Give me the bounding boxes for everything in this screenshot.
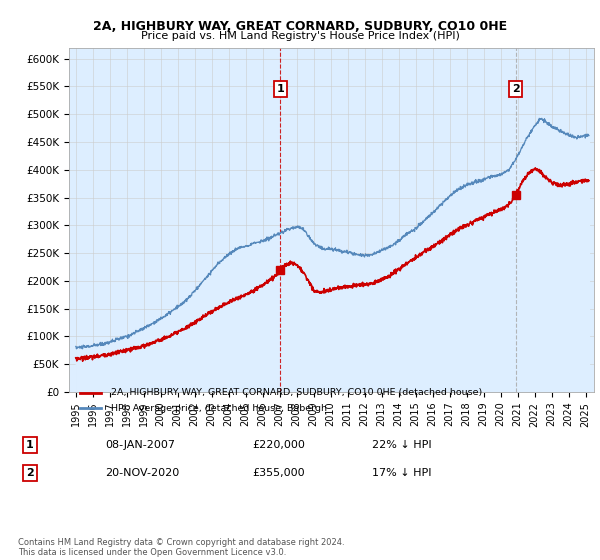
- Text: 2A, HIGHBURY WAY, GREAT CORNARD, SUDBURY, CO10 0HE: 2A, HIGHBURY WAY, GREAT CORNARD, SUDBURY…: [93, 20, 507, 32]
- Text: Price paid vs. HM Land Registry's House Price Index (HPI): Price paid vs. HM Land Registry's House …: [140, 31, 460, 41]
- Text: 08-JAN-2007: 08-JAN-2007: [105, 440, 175, 450]
- Text: 22% ↓ HPI: 22% ↓ HPI: [372, 440, 431, 450]
- Text: 2: 2: [512, 84, 520, 94]
- Text: 2A, HIGHBURY WAY, GREAT CORNARD, SUDBURY, CO10 0HE (detached house): 2A, HIGHBURY WAY, GREAT CORNARD, SUDBURY…: [111, 388, 482, 398]
- Text: Contains HM Land Registry data © Crown copyright and database right 2024.
This d: Contains HM Land Registry data © Crown c…: [18, 538, 344, 557]
- Text: 1: 1: [26, 440, 34, 450]
- Text: 17% ↓ HPI: 17% ↓ HPI: [372, 468, 431, 478]
- Text: 2: 2: [26, 468, 34, 478]
- Text: 1: 1: [277, 84, 284, 94]
- Text: HPI: Average price, detached house, Babergh: HPI: Average price, detached house, Babe…: [111, 404, 327, 413]
- Text: 20-NOV-2020: 20-NOV-2020: [105, 468, 179, 478]
- Text: £220,000: £220,000: [252, 440, 305, 450]
- Text: £355,000: £355,000: [252, 468, 305, 478]
